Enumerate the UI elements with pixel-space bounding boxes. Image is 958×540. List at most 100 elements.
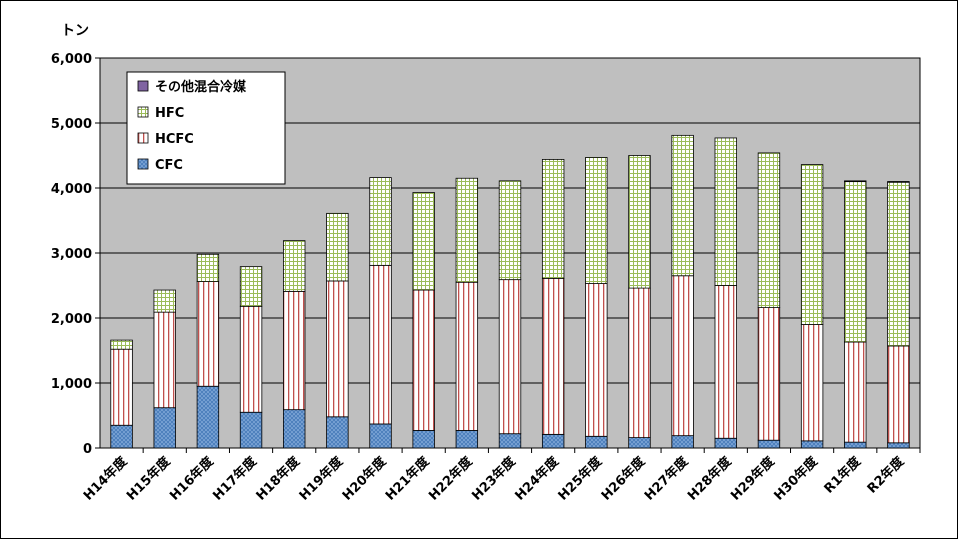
x-tick-label: H21年度 (382, 453, 433, 504)
bar-segment-HFC (455, 177, 479, 283)
bar-segment-CFC (844, 441, 867, 449)
bar-segment-CFC (498, 433, 522, 449)
x-tick-label: H22年度 (425, 453, 476, 504)
y-tick-label: 6,000 (51, 52, 92, 67)
bar-segment-HCFC (283, 290, 306, 411)
bar-segment-HFC (326, 212, 349, 282)
y-axis-unit-label: トン (61, 23, 89, 39)
bar-segment-HCFC (844, 341, 867, 443)
x-tick-label: R2年度 (864, 453, 908, 497)
x-tick-label: H16年度 (167, 453, 218, 504)
bar-segment-HFC (541, 158, 565, 279)
bar-segment-HCFC (498, 279, 522, 435)
bar-segment-HCFC (541, 277, 565, 435)
x-tick-label: H30年度 (771, 453, 822, 504)
bar-segment-HFC (239, 266, 263, 307)
bar-segment-CFC (541, 433, 565, 449)
legend-label: CFC (155, 158, 183, 173)
bar-segment-HCFC (110, 348, 133, 426)
bar-segment-CFC (585, 435, 608, 449)
bar-segment-HCFC (585, 283, 608, 437)
bar-segment-CFC (671, 435, 694, 449)
bar-segment-HCFC (153, 311, 176, 409)
bar-segment-CFC (714, 437, 737, 449)
bar-segment-HFC (628, 155, 651, 289)
bar-segment-その他混合冷媒 (887, 181, 910, 183)
x-tick-label: H14年度 (80, 453, 131, 504)
bar-segment-HCFC (326, 280, 349, 418)
bar-segment-CFC (800, 440, 824, 449)
legend-swatch (137, 80, 149, 92)
bar-segment-HCFC (714, 285, 737, 439)
bar-segment-HFC (369, 177, 392, 266)
y-tick-label: 2,000 (51, 312, 92, 327)
bar-segment-HFC (844, 181, 867, 343)
bar-segment-HFC (110, 339, 133, 350)
x-axis-labels: H14年度H15年度H16年度H17年度H18年度H19年度H20年度H21年度… (80, 448, 921, 504)
x-tick-label: H18年度 (253, 453, 304, 504)
x-tick-label: H19年度 (296, 453, 347, 504)
bar-segment-CFC (757, 439, 781, 449)
bar-segment-HCFC (800, 324, 824, 442)
y-tick-label: 0 (83, 442, 92, 457)
bar-segment-HFC (585, 157, 608, 284)
y-tick-label: 3,000 (51, 247, 92, 262)
bar-segment-HCFC (757, 307, 781, 441)
bar-segment-HFC (800, 164, 824, 325)
x-tick-label: H15年度 (123, 453, 174, 504)
x-tick-label: H17年度 (210, 453, 261, 504)
bar-segment-CFC (110, 424, 133, 449)
x-tick-label: H28年度 (684, 453, 735, 504)
bar-segment-CFC (369, 423, 392, 449)
bar-segment-HFC (196, 253, 220, 283)
bars (110, 134, 910, 449)
bar-segment-HFC (498, 180, 522, 281)
bar-segment-CFC (153, 407, 176, 449)
x-tick-label: H23年度 (469, 453, 520, 504)
legend-swatch (137, 158, 149, 170)
bar-segment-HFC (714, 137, 737, 286)
bar-segment-HCFC (455, 281, 479, 431)
bar-segment-CFC (887, 442, 910, 449)
bar-segment-HFC (671, 134, 694, 277)
legend-swatch (137, 106, 149, 118)
y-tick-label: 5,000 (51, 117, 92, 132)
x-tick-label: H20年度 (339, 453, 390, 504)
legend-label: HFC (155, 106, 184, 121)
x-tick-label: H26年度 (598, 453, 649, 504)
bar-segment-HCFC (887, 345, 910, 444)
bar-segment-CFC (283, 409, 306, 449)
bar-segment-HFC (757, 152, 781, 308)
bar-segment-CFC (196, 385, 220, 449)
y-axis-ticks: 0 1,000 2,000 3,000 4,000 5,000 6,000 (51, 52, 100, 457)
bar-segment-その他混合冷媒 (844, 180, 867, 183)
legend-label: その他混合冷媒 (155, 79, 247, 95)
legend-box (126, 71, 286, 185)
legend-label: HCFC (155, 132, 194, 147)
y-tick-label: 1,000 (51, 377, 92, 392)
bar-segment-HCFC (239, 305, 263, 413)
bar-segment-CFC (412, 430, 435, 449)
bar-segment-CFC (628, 437, 651, 449)
legend: その他混合冷媒 HFC HCFC CFC (126, 71, 286, 185)
bar-segment-HCFC (369, 264, 392, 425)
bar-segment-HFC (887, 181, 910, 347)
bar-segment-HCFC (196, 281, 220, 387)
x-tick-label: H25年度 (555, 453, 606, 504)
bar-segment-HCFC (628, 287, 651, 439)
bar-segment-HCFC (671, 275, 694, 437)
x-tick-label: H24年度 (512, 453, 563, 504)
bar-segment-HFC (153, 289, 176, 313)
x-tick-label: R1年度 (821, 453, 865, 497)
bar-segment-CFC (239, 411, 263, 449)
bar-segment-CFC (326, 416, 349, 449)
bar-segment-HCFC (412, 289, 435, 431)
x-tick-label: H29年度 (728, 453, 779, 504)
y-tick-label: 4,000 (51, 182, 92, 197)
bar-segment-CFC (455, 430, 479, 449)
legend-swatch (137, 132, 149, 144)
bar-segment-HFC (283, 240, 306, 292)
bar-segment-HFC (412, 192, 435, 291)
